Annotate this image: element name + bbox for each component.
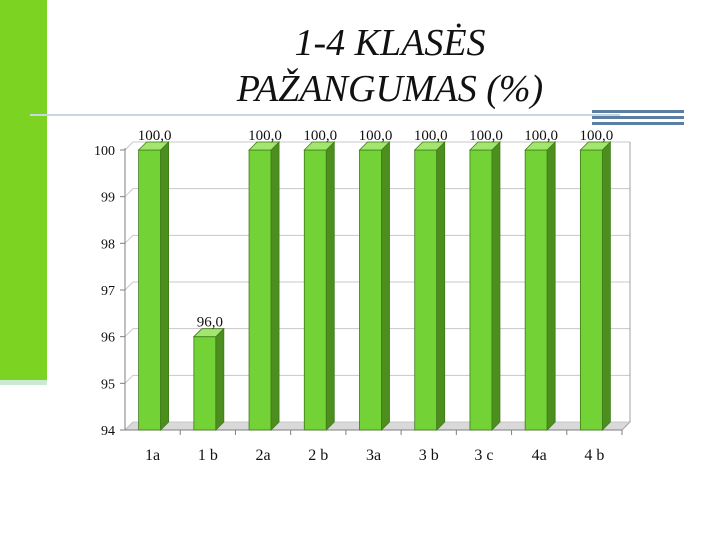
bar-side — [546, 141, 556, 431]
bar-side — [325, 141, 335, 431]
gridline — [124, 234, 630, 244]
bar-top — [579, 141, 612, 151]
gridline — [124, 421, 630, 431]
x-tick-label: 2a — [256, 447, 271, 464]
bar — [193, 336, 217, 431]
bar-side — [215, 327, 225, 431]
bar-side — [436, 141, 446, 431]
y-tick-label: 96 — [101, 331, 115, 346]
title-underline — [30, 114, 620, 116]
y-tick-label: 97 — [101, 284, 115, 299]
x-tick-label: 4a — [532, 447, 547, 464]
bar — [414, 149, 438, 431]
bar-top — [358, 141, 391, 151]
bar-side — [601, 141, 611, 431]
title-line-2: PAŽANGUMAS (%) — [236, 68, 544, 110]
bar-top — [137, 141, 170, 151]
bar-side — [270, 141, 280, 431]
bar — [359, 149, 382, 431]
data-label: 100,0 — [359, 128, 393, 144]
decorative-stripes — [592, 110, 684, 128]
x-tick-label: 3a — [366, 447, 381, 464]
bar — [579, 149, 603, 431]
accent-side-bar — [0, 0, 47, 380]
bar — [303, 149, 327, 431]
decorative-stripe — [592, 110, 684, 113]
slide-title: 1-4 KLASĖS PAŽANGUMAS (%) — [160, 20, 620, 112]
y-tick-label: 94 — [101, 424, 115, 439]
bar — [469, 149, 493, 431]
y-tick-label: 95 — [101, 377, 115, 392]
data-label: 100,0 — [580, 128, 614, 144]
x-tick-label: 3 c — [474, 447, 493, 464]
bar-top — [192, 328, 225, 338]
bar-top — [468, 141, 501, 151]
bar — [524, 149, 548, 431]
bar-top — [524, 141, 557, 151]
x-tick-label: 2 b — [308, 447, 328, 464]
y-tick-label: 99 — [101, 191, 115, 206]
data-label: 100,0 — [414, 128, 448, 144]
gridline — [124, 281, 630, 291]
data-label: 100,0 — [303, 128, 337, 144]
gridline — [124, 141, 630, 151]
x-tick-label: 1 b — [198, 447, 218, 464]
y-tick-label: 100 — [94, 144, 115, 159]
x-tick-label: 3 b — [419, 447, 439, 464]
accent-side-bar-shadow — [0, 380, 47, 385]
gridline — [124, 374, 630, 384]
bar — [138, 149, 162, 431]
data-label: 100,0 — [138, 128, 172, 144]
gridline — [124, 328, 630, 338]
bar-top — [303, 141, 336, 151]
bar-side — [491, 141, 501, 431]
data-label: 100,0 — [248, 128, 282, 144]
gridline — [124, 188, 630, 198]
decorative-stripe — [592, 116, 684, 119]
title-line-1: 1-4 KLASĖS — [294, 22, 486, 64]
data-label: 100,0 — [469, 128, 503, 144]
bar-side — [381, 141, 390, 431]
bar-top — [413, 141, 446, 151]
data-label: 96,0 — [197, 315, 223, 331]
data-label: 100,0 — [524, 128, 558, 144]
bar-side — [160, 141, 170, 431]
bar — [248, 149, 272, 431]
decorative-stripe — [592, 122, 684, 125]
x-tick-label: 1a — [145, 447, 160, 464]
x-tick-label: 4 b — [584, 447, 604, 464]
bar-top — [248, 141, 281, 151]
y-tick-label: 98 — [101, 237, 115, 252]
